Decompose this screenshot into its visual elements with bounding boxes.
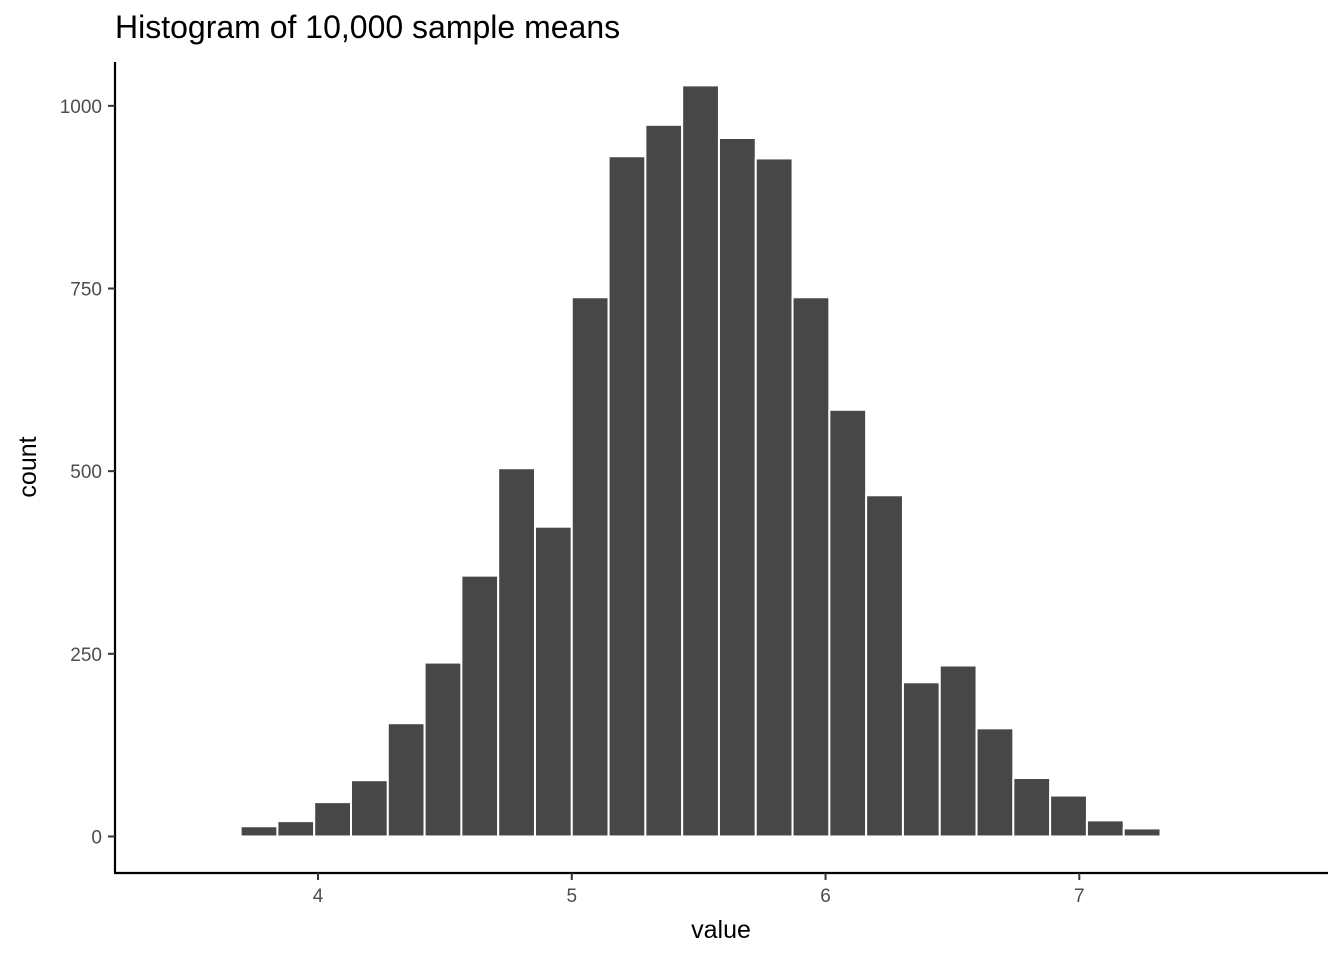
y-axis-ticks: 0 250 500 750 1000 (60, 97, 115, 848)
x-tick-label: 6 (820, 886, 831, 907)
histogram-bar (423, 661, 463, 838)
histogram-bar (570, 296, 610, 838)
histogram-bar (1085, 819, 1125, 838)
histogram-bar (497, 467, 536, 838)
histogram-bar (938, 664, 978, 838)
y-tick-label: 500 (70, 462, 102, 483)
histogram-bar (607, 155, 647, 838)
histogram-bar (350, 779, 389, 838)
x-axis-title: value (691, 916, 751, 944)
histogram-bar (865, 494, 904, 838)
histogram-bar (276, 820, 316, 838)
histogram-bar (1049, 794, 1088, 838)
chart-title: Histogram of 10,000 sample means (115, 9, 620, 45)
y-tick-label: 0 (91, 827, 102, 848)
y-tick-label: 1000 (60, 97, 102, 118)
x-tick-label: 4 (313, 886, 324, 907)
histogram-bar (975, 727, 1015, 838)
histogram-bar (754, 157, 794, 838)
y-axis-title: count (14, 436, 42, 497)
histogram-bar (901, 681, 941, 838)
histogram-bar (828, 408, 868, 838)
y-tick-label: 750 (70, 279, 102, 300)
y-tick-label: 250 (70, 645, 102, 666)
histogram-bar (313, 801, 353, 838)
histogram-bar (202, 834, 242, 838)
histogram-bar (717, 136, 757, 838)
histogram-bar (460, 574, 500, 838)
x-axis-ticks: 4 5 6 7 (313, 873, 1085, 907)
x-tick-label: 5 (566, 886, 577, 907)
histogram-bar (533, 525, 573, 838)
bars-group (202, 84, 1162, 838)
histogram-bar (1122, 827, 1162, 838)
histogram-bar (386, 722, 426, 838)
x-tick-label: 7 (1074, 886, 1085, 907)
histogram-bar (681, 84, 720, 838)
histogram-bar (1012, 777, 1052, 838)
histogram-bar (644, 123, 684, 838)
histogram-bar (239, 825, 279, 838)
histogram-bar (791, 296, 831, 838)
